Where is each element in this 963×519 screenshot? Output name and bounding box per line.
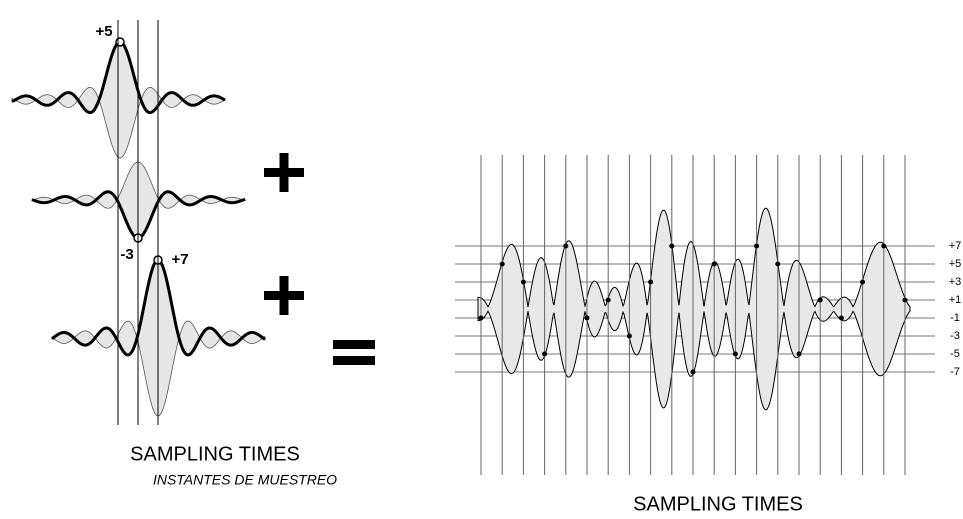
sample-point [881, 243, 887, 249]
sample-point [648, 279, 654, 285]
sample-point [626, 333, 632, 339]
equals-sign [333, 356, 375, 365]
sample-point [605, 297, 611, 303]
sample-point [902, 297, 908, 303]
pulse-label: +5 [95, 23, 112, 40]
pulse-label: +7 [171, 251, 188, 268]
caption: SAMPLING TIMES [130, 443, 300, 465]
level-label: +5 [949, 258, 962, 270]
sample-point [563, 243, 569, 249]
sample-point [732, 351, 738, 357]
sample-point [711, 261, 717, 267]
left-panel: +5 -3 +7 [11, 20, 266, 425]
waveform [477, 207, 911, 411]
sample-point [669, 243, 675, 249]
plus-sign [279, 276, 289, 315]
right-panel: +7 +5 +3 +1 -1 -3 -5 -7 [455, 155, 961, 475]
sample-point [520, 279, 526, 285]
sample-point [542, 351, 548, 357]
sample-point [690, 369, 696, 375]
level-label: -7 [950, 366, 960, 378]
sample-point [838, 315, 844, 321]
pulse-label: -3 [120, 246, 133, 263]
subcaption: INSTANTES DE MUESTREO [153, 472, 337, 488]
sample-point [817, 297, 823, 303]
level-label: +7 [949, 240, 962, 252]
plus-sign [279, 153, 289, 192]
sample-point [499, 261, 505, 267]
sample-point [860, 279, 866, 285]
caption: SAMPLING TIMES [633, 493, 803, 515]
sample-point [115, 37, 125, 47]
level-label: +1 [949, 294, 962, 306]
level-label: -3 [950, 330, 960, 342]
sample-point [775, 261, 781, 267]
level-label: -1 [950, 312, 960, 324]
level-label: +3 [949, 276, 962, 288]
sample-point [796, 351, 802, 357]
sample-point [584, 315, 590, 321]
equals-sign [333, 340, 375, 349]
sample-point [478, 315, 484, 321]
level-label: -5 [950, 348, 960, 360]
sample-point [754, 243, 760, 249]
